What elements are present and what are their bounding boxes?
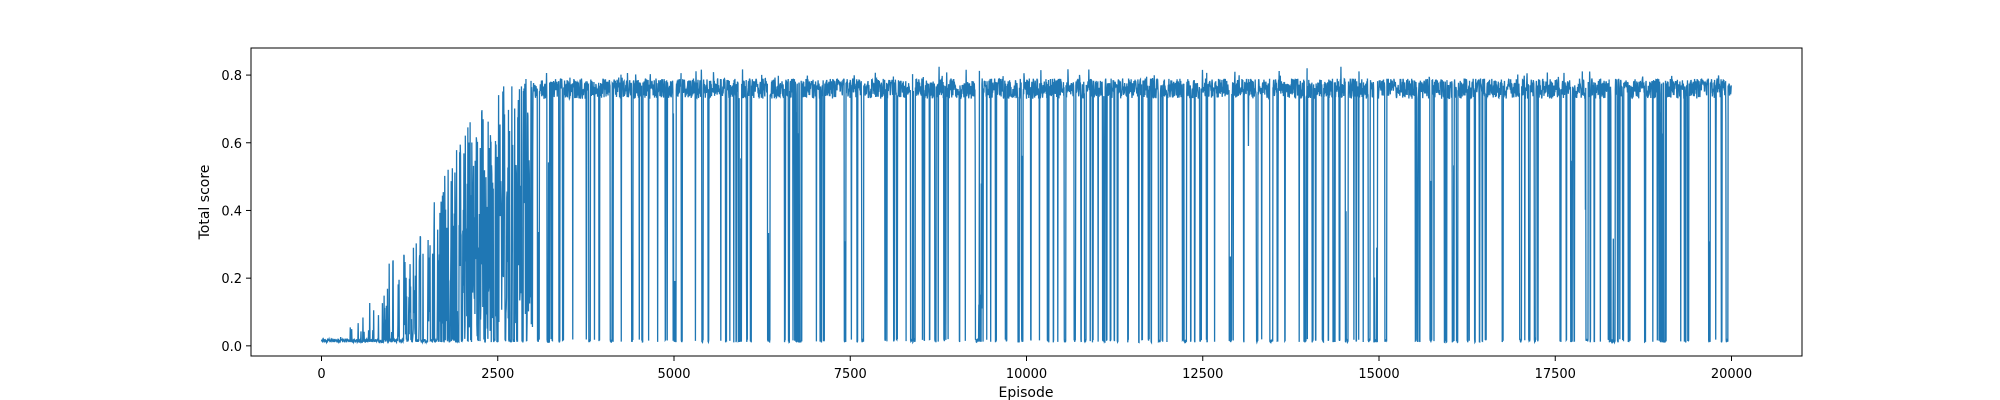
y-tick-label: 0.2 <box>221 272 242 287</box>
y-axis-label: Total score <box>197 165 213 241</box>
x-axis: 0 2500 5000 7500 10000 12500 15000 17500 20000 <box>317 356 1752 382</box>
plot-area <box>320 66 1732 345</box>
x-tick-label: 5000 <box>657 367 690 382</box>
x-tick-label: 10000 <box>1006 367 1047 382</box>
x-tick-label: 0 <box>317 367 325 382</box>
x-tick-label: 7500 <box>834 367 867 382</box>
y-axis: 0.0 0.2 0.4 0.6 0.8 <box>221 69 251 355</box>
y-tick-label: 0.8 <box>221 69 242 84</box>
x-tick-label: 12500 <box>1182 367 1223 382</box>
x-tick-label: 17500 <box>1535 367 1576 382</box>
series-line <box>320 66 1732 345</box>
x-tick-label: 20000 <box>1711 367 1752 382</box>
y-tick-label: 0.6 <box>221 137 242 152</box>
x-tick-label: 15000 <box>1358 367 1399 382</box>
x-axis-label: Episode <box>999 385 1054 400</box>
y-tick-label: 0.0 <box>221 340 242 355</box>
x-tick-label: 2500 <box>481 367 514 382</box>
y-tick-label: 0.4 <box>221 204 242 219</box>
